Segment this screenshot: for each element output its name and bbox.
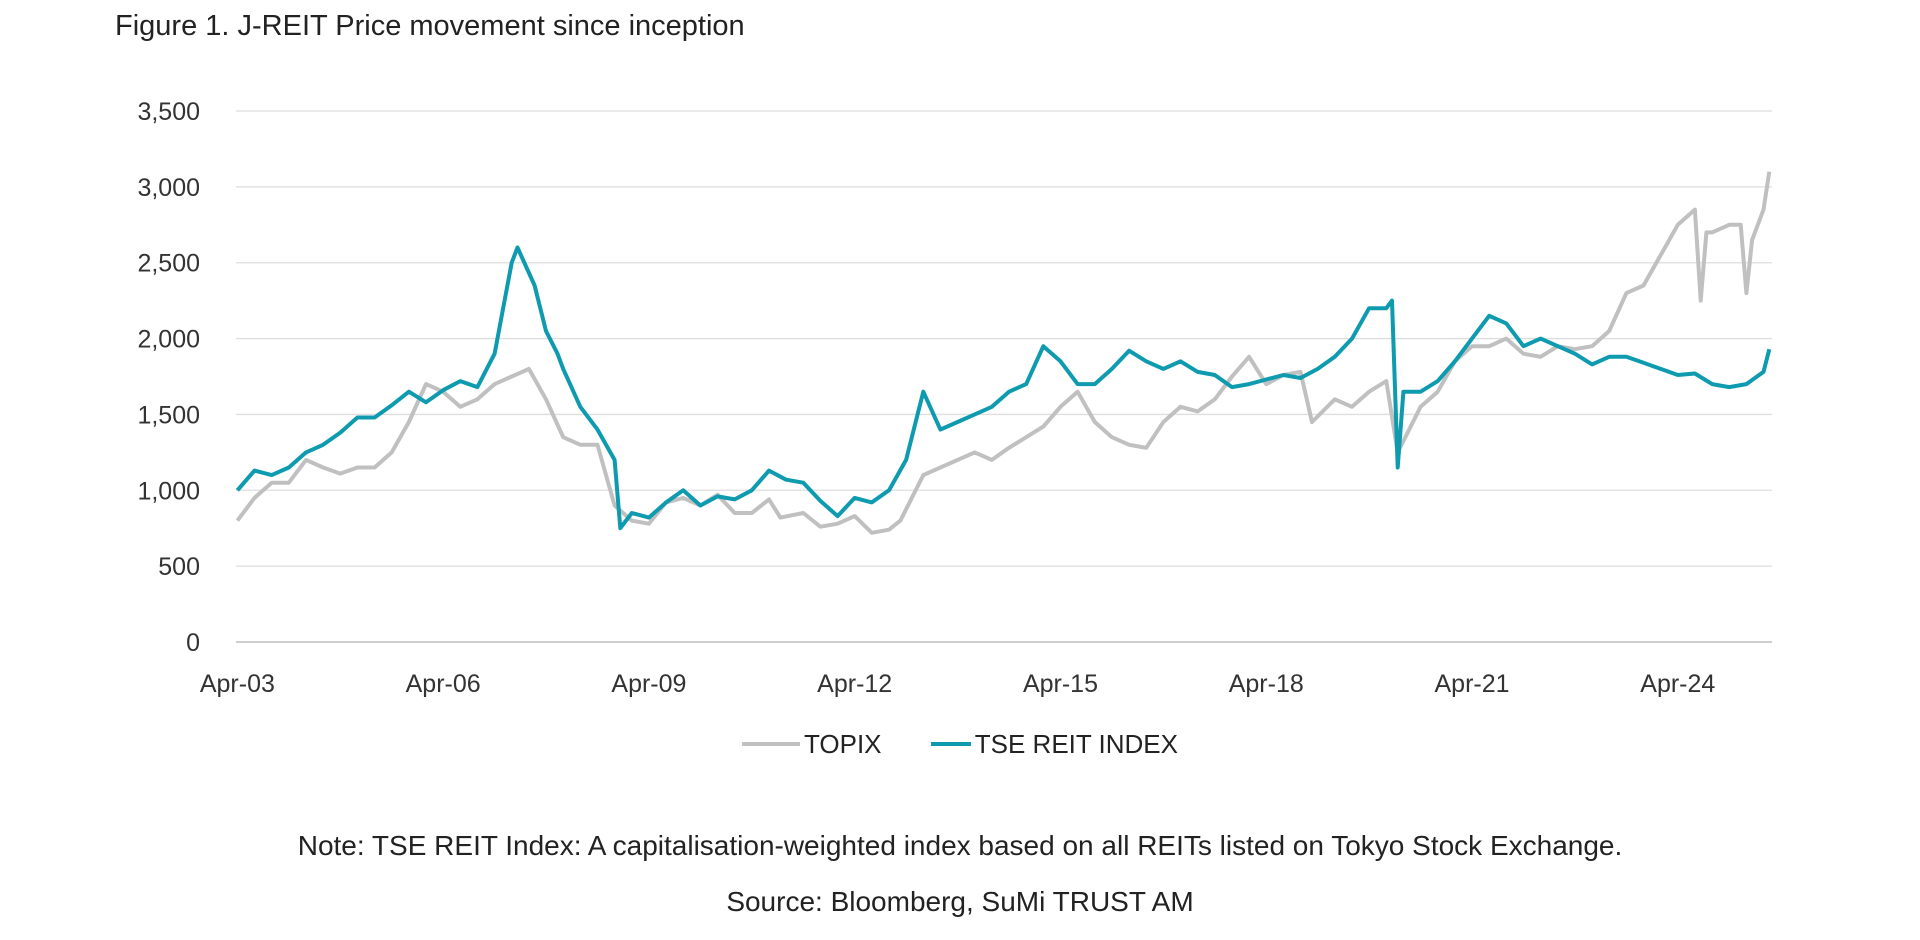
y-tick-label: 2,000	[137, 326, 200, 354]
x-tick-label: Apr-03	[200, 670, 275, 698]
y-tick-label: 500	[158, 553, 200, 581]
legend-label-topix: TOPIX	[803, 728, 882, 759]
chart-source: Source: Bloomberg, SuMi TRUST AM	[726, 886, 1194, 917]
gridlines	[236, 110, 1772, 643]
legend-swatch-topix	[741, 742, 800, 746]
y-tick-label: 3,000	[137, 174, 200, 202]
legend-swatch-reit	[930, 742, 971, 746]
series-line-topix	[235, 171, 1772, 535]
y-tick-label: 2,500	[137, 250, 200, 278]
x-tick-label: Apr-15	[1023, 670, 1098, 698]
x-tick-label: Apr-09	[611, 670, 686, 698]
legend-label-reit: TSE REIT INDEX	[974, 728, 1178, 759]
y-tick-label: 1,000	[137, 477, 200, 505]
x-tick-label: Apr-21	[1435, 670, 1510, 698]
x-tick-label: Apr-18	[1229, 670, 1304, 698]
legend-item-topix: TOPIX	[741, 728, 882, 760]
x-tick-label: Apr-06	[406, 670, 481, 698]
x-tick-label: Apr-12	[817, 670, 892, 698]
series-lines	[235, 171, 1772, 535]
y-axis-ticks: 0 500 1,000 1,500 2,000 2,500 3,000 3,500	[137, 98, 200, 657]
chart-note: Note: TSE REIT Index: A capitalisation-w…	[297, 830, 1623, 861]
y-tick-label: 3,500	[137, 98, 200, 126]
legend-item-reit: TSE REIT INDEX	[930, 728, 1178, 760]
y-tick-label: 0	[186, 629, 200, 657]
chart-title: Figure 1. J-REIT Price movement since in…	[115, 10, 745, 42]
legend: TOPIX TSE REIT INDEX	[0, 722, 1920, 760]
x-axis-ticks: Apr-03 Apr-06 Apr-09 Apr-12 Apr-15 Apr-18 Apr-…	[200, 670, 1716, 698]
series-line-tse-reit-index	[235, 245, 1772, 531]
line-chart: 0 500 1,000 1,500 2,000 2,500 3,000 3,500 Apr-0…	[137, 98, 1772, 698]
x-tick-label: Apr-24	[1640, 670, 1715, 698]
y-tick-label: 1,500	[137, 401, 200, 429]
